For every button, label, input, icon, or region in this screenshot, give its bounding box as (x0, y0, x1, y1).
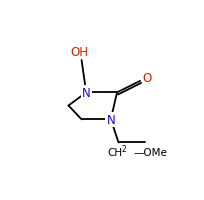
Text: OH: OH (70, 46, 88, 59)
Text: N: N (81, 86, 90, 99)
Text: 2: 2 (121, 144, 126, 153)
Text: N: N (106, 113, 115, 126)
Text: O: O (142, 71, 151, 84)
Text: —OMe: —OMe (133, 148, 167, 158)
Text: CH: CH (106, 148, 122, 158)
